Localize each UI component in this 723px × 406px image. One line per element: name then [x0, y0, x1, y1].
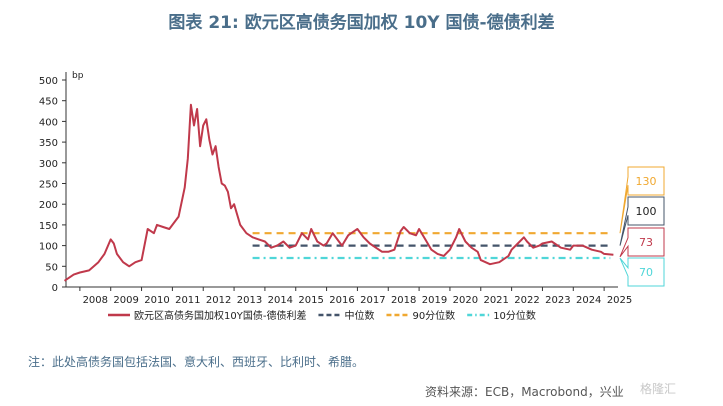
y-tick-label: 400 [39, 117, 58, 128]
x-tick-label: 2015 [298, 295, 323, 306]
spread-series-line [63, 103, 614, 282]
callout-box-median [619, 196, 665, 246]
callout-label-spread: 73 [639, 236, 653, 249]
x-tick-label: 2017 [360, 295, 385, 306]
x-tick-label: 2008 [83, 295, 108, 306]
y-tick-label: 300 [39, 159, 58, 170]
callout-label-p10: 70 [639, 266, 653, 279]
chart-title: 图表 21: 欧元区高债务国加权 10Y 国债-德债利差 [168, 13, 555, 33]
x-tick-label: 2018 [391, 295, 416, 306]
chart-source: 资料来源：ECB，Macrobond，兴业 [425, 385, 624, 399]
y-tick-label: 450 [39, 97, 58, 108]
callout-label-median: 100 [636, 205, 657, 218]
callout-box-spread [619, 227, 665, 258]
y-tick-label: 250 [39, 180, 58, 191]
x-tick-label: 2016 [329, 295, 354, 306]
x-tick-label: 2014 [268, 295, 293, 306]
y-tick-label: 50 [45, 262, 58, 273]
y-tick-label: 200 [39, 200, 58, 211]
x-tick-label: 2022 [514, 295, 539, 306]
legend-label-p10: 10分位数 [493, 309, 536, 322]
legend-label-spread: 欧元区高债务国加权10Y国债-德债利差 [134, 309, 306, 322]
x-tick-label: 2009 [113, 295, 138, 306]
callout-label-p90: 130 [636, 175, 657, 188]
x-tick-label: 2021 [483, 295, 508, 306]
x-tick-label: 2013 [237, 295, 262, 306]
callout-box-p90 [619, 166, 665, 234]
y-axis-unit: bp [72, 71, 84, 81]
x-tick-label: 2024 [576, 295, 601, 306]
legend-label-p90: 90分位数 [412, 309, 455, 322]
y-tick-label: 500 [39, 76, 58, 87]
chart-note: 注：此处高债务国包括法国、意大利、西班牙、比利时、希腊。 [28, 355, 365, 369]
x-tick-label: 2019 [422, 295, 447, 306]
y-tick-label: 100 [39, 242, 58, 253]
callout-box-p10 [619, 257, 665, 287]
x-tick-label: 2012 [206, 295, 231, 306]
legend-label-median: 中位数 [344, 309, 374, 322]
x-tick-label: 2025 [607, 295, 632, 306]
x-tick-label: 2023 [545, 295, 570, 306]
y-tick-label: 350 [39, 138, 58, 149]
x-tick-label: 2020 [453, 295, 478, 306]
y-tick-label: 150 [39, 221, 58, 232]
x-tick-label: 2011 [175, 295, 200, 306]
y-tick-label: 0 [52, 283, 58, 294]
x-tick-label: 2010 [144, 295, 169, 306]
watermark-text: 格隆汇 [640, 382, 677, 396]
